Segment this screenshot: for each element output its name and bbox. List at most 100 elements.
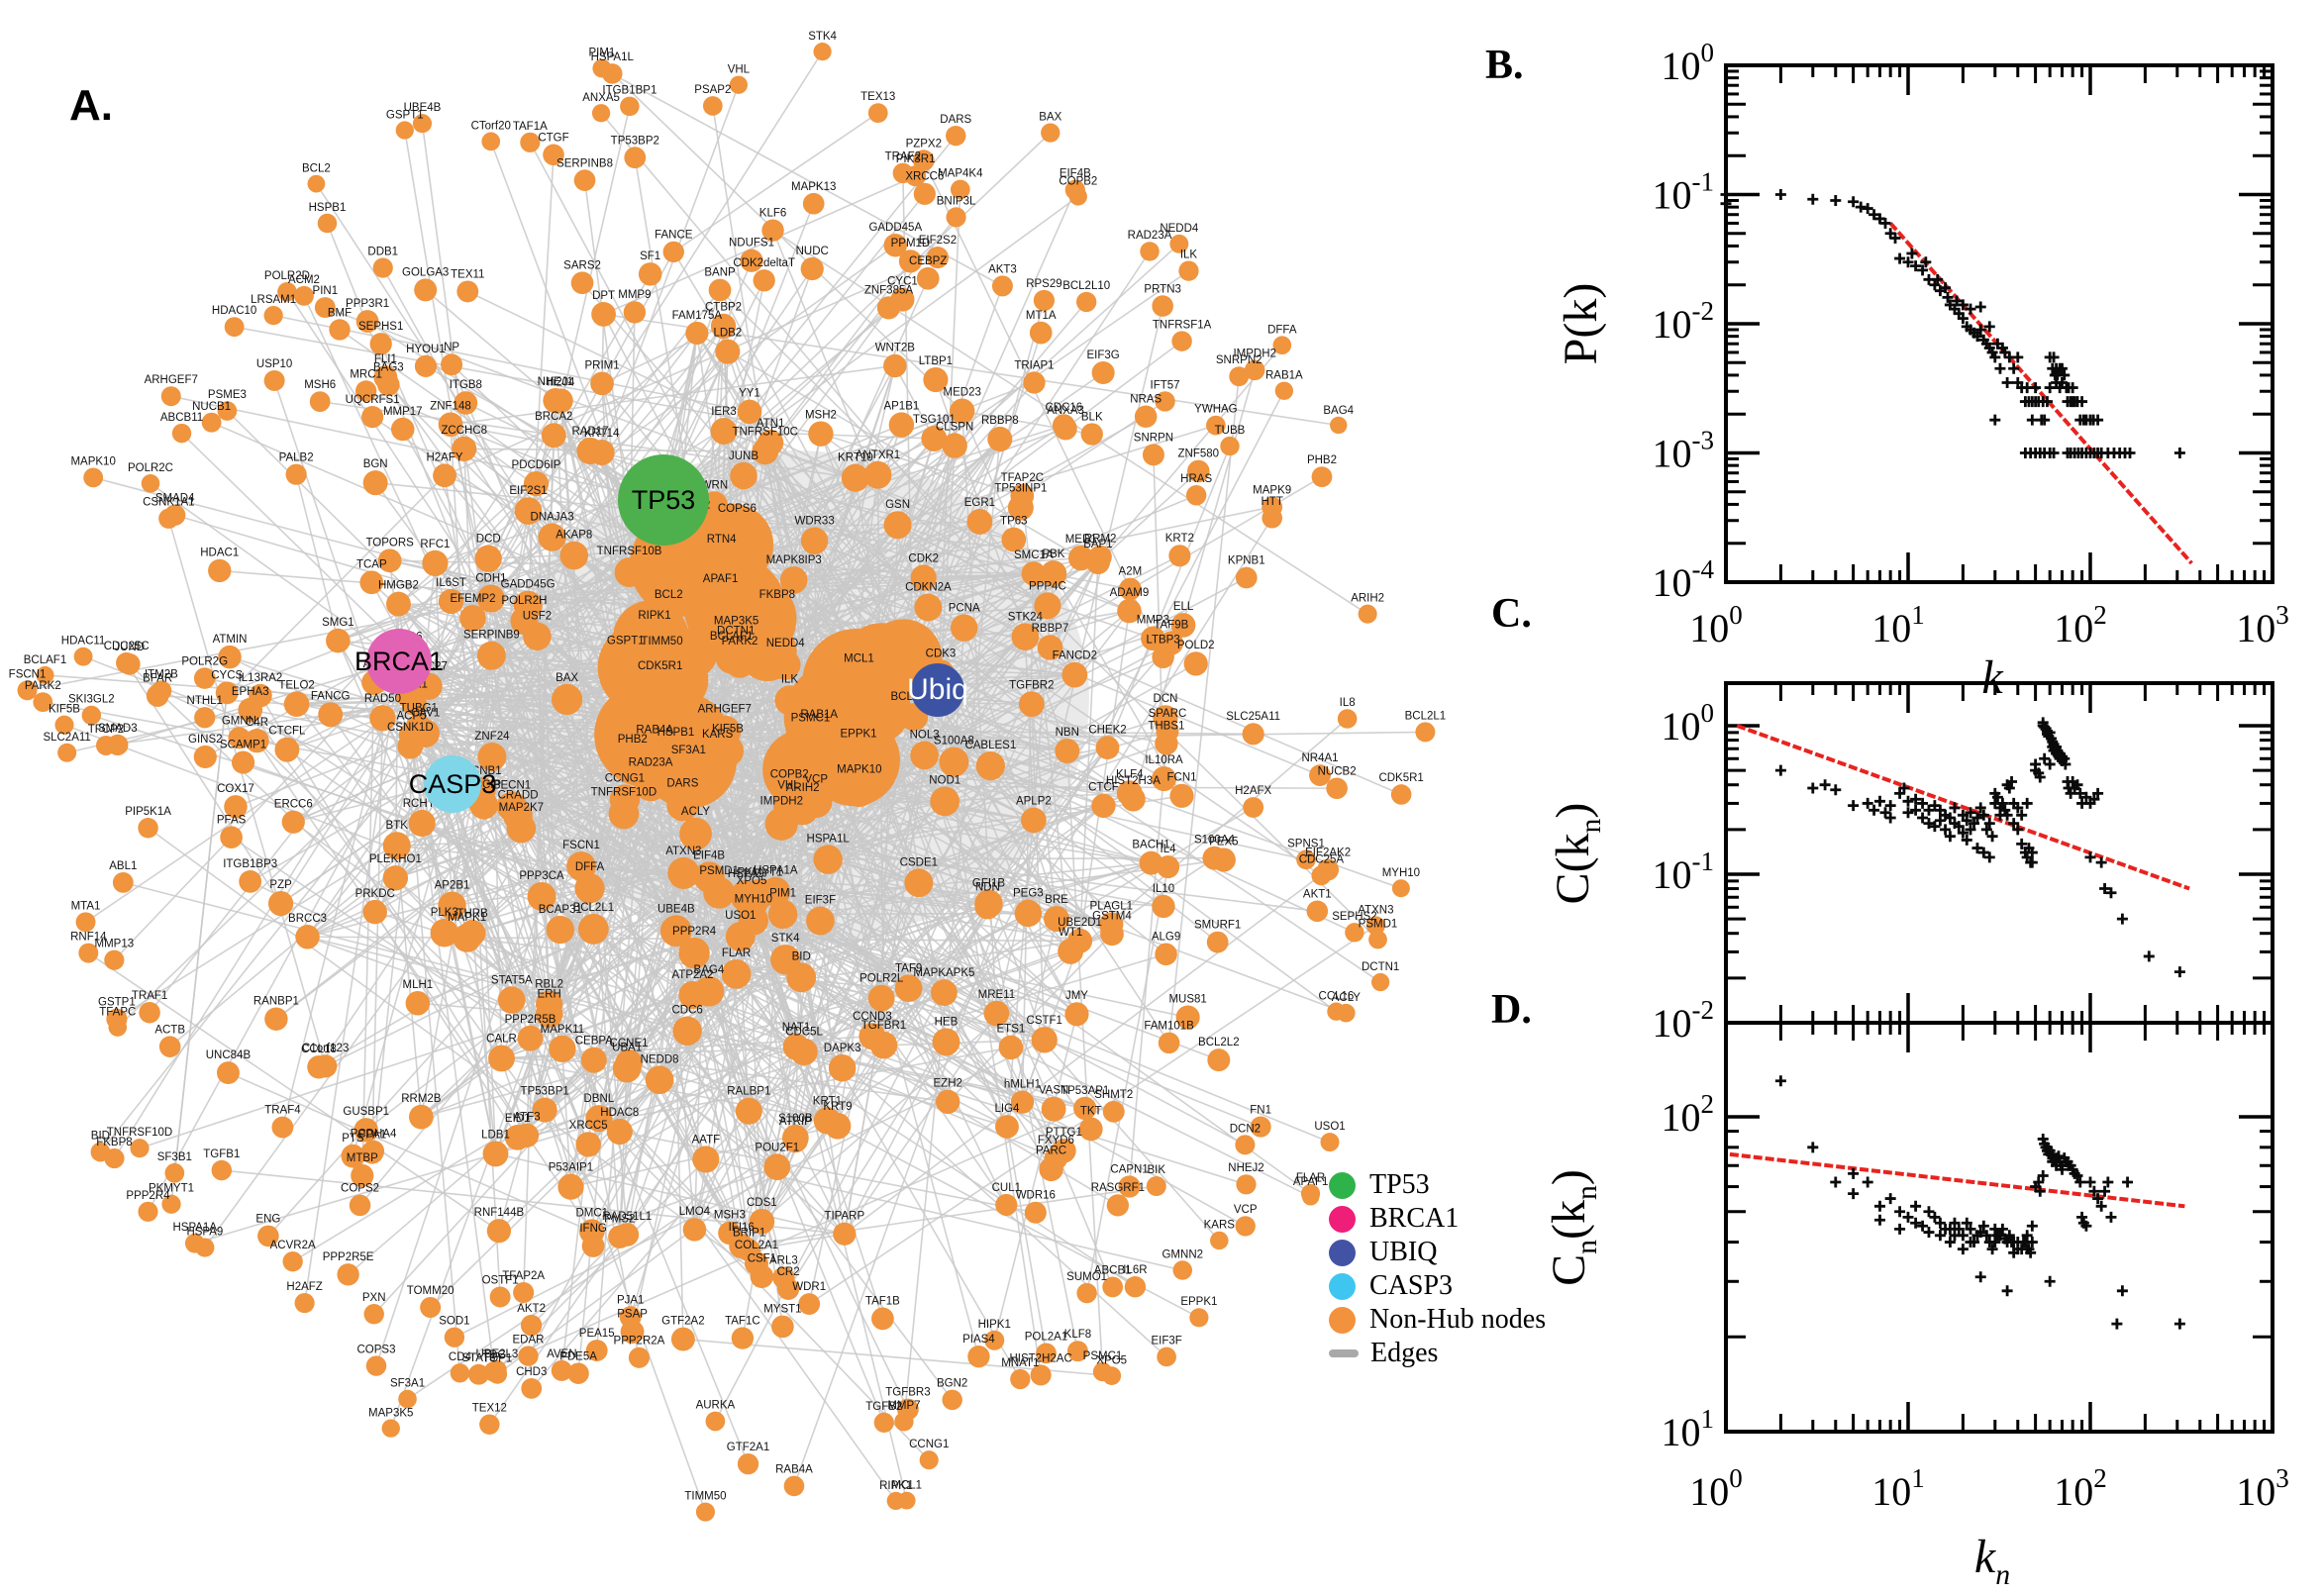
gene-node[interactable] xyxy=(644,672,676,705)
gene-node[interactable] xyxy=(703,876,736,909)
edge xyxy=(417,747,1108,1005)
edge xyxy=(307,936,688,1033)
casp3-dot-icon xyxy=(1329,1272,1356,1300)
edge xyxy=(374,911,519,1139)
panel-label-d: D. xyxy=(1491,987,1532,1033)
edge xyxy=(360,682,375,1176)
edge xyxy=(837,445,956,1127)
edge xyxy=(553,106,631,436)
edge xyxy=(471,933,497,1154)
edge xyxy=(1097,470,1199,563)
edge xyxy=(1078,610,1131,942)
data-point xyxy=(1874,1214,1885,1226)
edge xyxy=(494,813,625,1154)
gene-node[interactable] xyxy=(659,915,692,948)
data-point xyxy=(1830,194,1842,206)
edge xyxy=(611,72,963,412)
gene-node[interactable] xyxy=(666,789,699,822)
edge xyxy=(626,424,903,1236)
gene-node[interactable] xyxy=(844,740,874,770)
xtick-label-B: 102 xyxy=(2054,600,2107,650)
edge xyxy=(1085,866,1169,1294)
gene-node[interactable] xyxy=(769,649,801,680)
xtick-label-D: 102 xyxy=(2054,1463,2107,1514)
ytick-label-C: 10-1 xyxy=(1653,847,1715,897)
gene-node[interactable] xyxy=(634,768,667,802)
gene-node[interactable] xyxy=(678,937,710,969)
edge xyxy=(672,112,879,253)
nonhub-dot-icon xyxy=(1329,1306,1356,1334)
edge-dash-icon xyxy=(1329,1349,1359,1357)
edge xyxy=(496,1166,778,1375)
edge xyxy=(221,1169,845,1236)
data-point xyxy=(2044,1275,2056,1287)
edge xyxy=(923,506,1272,579)
edge xyxy=(618,1067,628,1238)
gene-node[interactable] xyxy=(774,685,805,716)
edge xyxy=(395,846,423,1118)
panel-label-b: B. xyxy=(1485,43,1524,88)
gene-node[interactable] xyxy=(646,648,678,679)
edge xyxy=(520,828,778,1168)
edge xyxy=(1106,446,1231,748)
edge xyxy=(255,740,396,879)
ylabel-D: Cn(kn) xyxy=(1543,1169,1603,1286)
data-point xyxy=(2122,1176,2134,1188)
data-point xyxy=(1862,1176,1873,1188)
edge xyxy=(490,598,621,1133)
data-point xyxy=(1807,193,1819,205)
gene-node[interactable] xyxy=(844,775,875,808)
gene-node[interactable] xyxy=(721,627,753,658)
gene-node[interactable] xyxy=(608,798,640,830)
data-point xyxy=(2111,1318,2123,1330)
data-point xyxy=(2001,376,2013,388)
edge xyxy=(204,474,446,719)
data-point xyxy=(1848,196,1860,208)
gene-node[interactable] xyxy=(760,876,791,907)
data-point xyxy=(1894,1223,1906,1235)
gene-node[interactable] xyxy=(799,785,833,819)
fit-line-D xyxy=(1729,1151,2185,1209)
legend-item-nonhub: Non-Hub nodes xyxy=(1329,1303,1546,1337)
edge xyxy=(398,660,461,1373)
brca1-dot-icon xyxy=(1329,1205,1356,1233)
gene-node[interactable] xyxy=(708,715,742,748)
data-point xyxy=(1848,1188,1860,1200)
edge xyxy=(978,521,1049,607)
edge xyxy=(293,678,859,823)
edge xyxy=(337,640,384,719)
ytick-label-B: 10-4 xyxy=(1653,554,1715,605)
edge xyxy=(686,1030,796,1142)
edge xyxy=(536,636,707,1160)
gene-node[interactable] xyxy=(767,899,798,930)
edge xyxy=(87,951,500,1232)
edge xyxy=(1065,750,1104,1372)
gene-node[interactable] xyxy=(804,721,835,751)
data-point xyxy=(1862,203,1873,215)
data-point xyxy=(2116,1285,2128,1297)
ytick-label-B: 10-1 xyxy=(1653,167,1715,218)
edge xyxy=(517,815,743,1247)
edge xyxy=(99,620,526,1153)
edge xyxy=(753,920,1022,1380)
data-point xyxy=(1774,764,1786,776)
edge xyxy=(855,477,1049,607)
edge xyxy=(705,1158,1183,1271)
edge xyxy=(662,195,1079,501)
edge xyxy=(273,380,528,1137)
edge xyxy=(776,1166,954,1401)
gene-node[interactable] xyxy=(610,647,641,677)
edge xyxy=(844,1013,998,1235)
plot-frame-B xyxy=(1724,63,2274,584)
edge xyxy=(421,822,805,1053)
gene-node[interactable] xyxy=(813,845,843,874)
gene-node[interactable] xyxy=(640,622,669,651)
gene-node[interactable] xyxy=(667,856,700,889)
gene-node[interactable] xyxy=(616,746,649,778)
nodes-layer xyxy=(17,43,1436,1522)
gene-node[interactable] xyxy=(679,817,712,850)
edge xyxy=(170,692,229,1205)
edge xyxy=(943,991,1012,1048)
gene-node[interactable] xyxy=(725,922,756,951)
